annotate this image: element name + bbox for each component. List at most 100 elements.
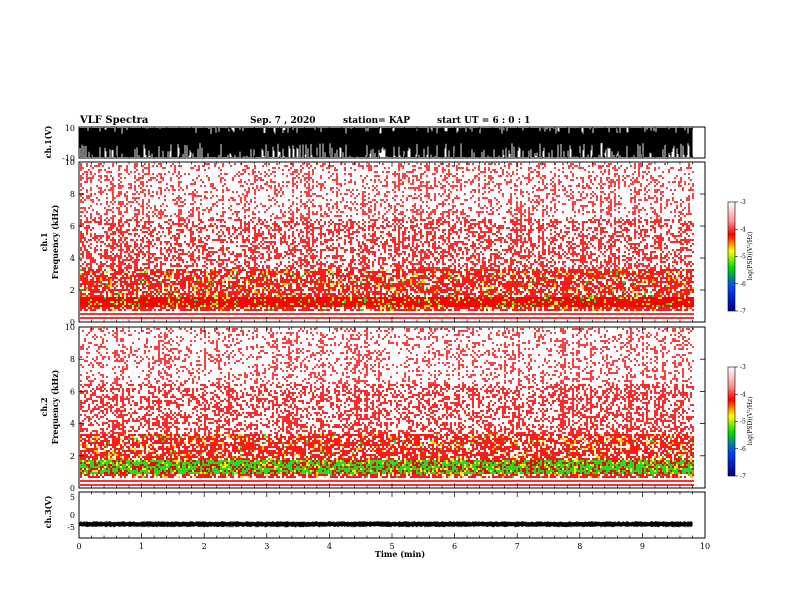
spectrogram-cell [94, 237, 96, 239]
spectrogram-cell [92, 293, 94, 295]
spectrogram-cell [126, 207, 128, 209]
spectrogram-cell [124, 273, 126, 275]
spectrogram-cell [104, 305, 106, 307]
spectrogram-cell [80, 313, 82, 315]
spectrogram-cell [118, 317, 120, 319]
spectrogram-cell [94, 235, 96, 237]
spectrogram-cell [80, 317, 82, 319]
spectrogram-cell [120, 243, 122, 245]
spectrogram-cell [118, 249, 120, 251]
spectrogram-cell [98, 291, 100, 293]
spectrogram-cell [116, 265, 118, 267]
spectrogram-cell [108, 287, 110, 289]
spectrogram-cell [92, 271, 94, 273]
spectrogram-cell [114, 305, 116, 307]
spectrogram-cell [80, 219, 82, 221]
spectrogram-cell [116, 271, 118, 273]
spectrogram-cell [124, 231, 126, 233]
spectrogram-cell [120, 185, 122, 187]
spectrogram-cell [110, 265, 112, 267]
spectrogram-cell [104, 175, 106, 177]
spectrogram-cell [136, 315, 138, 317]
spectrogram-cell [118, 319, 120, 321]
spectrogram-cell [108, 171, 110, 173]
spectrogram-cell [90, 281, 92, 283]
spectrogram-cell [92, 279, 94, 281]
spectrogram-cell [86, 271, 88, 273]
spectrogram-cell [88, 251, 90, 253]
spectrogram-cell [132, 313, 134, 315]
spectrogram-cell [124, 319, 126, 321]
spectrogram-cell [84, 319, 86, 321]
spectrogram-cell [108, 317, 110, 319]
spectrogram-cell [94, 239, 96, 241]
spectrogram-cell [90, 243, 92, 245]
spectrogram-cell [124, 313, 126, 315]
spectrogram-cell [112, 247, 114, 249]
spectrogram-cell [122, 303, 124, 305]
spectrogram-cell [134, 247, 136, 249]
spectrogram-cell [116, 255, 118, 257]
spectrogram-cell [134, 199, 136, 201]
spectrogram-cell [118, 309, 120, 311]
spectrogram-cell [116, 299, 118, 301]
spectrogram-cell [134, 293, 136, 295]
spectrogram-cell [82, 281, 84, 283]
spectrogram-cell [96, 317, 98, 319]
spectrogram-cell [104, 285, 106, 287]
spectrogram-cell [112, 249, 114, 251]
spectrogram-cell [114, 299, 116, 301]
spectrogram-cell [90, 307, 92, 309]
spectrogram-cell [132, 285, 134, 287]
spectrogram-cell [140, 313, 142, 315]
spectrogram-cell [118, 303, 120, 305]
spectrogram-cell [118, 293, 120, 295]
spectrogram-cell [94, 285, 96, 287]
spectrogram-cell [142, 183, 144, 185]
spectrogram-cell [94, 287, 96, 289]
spectrogram-cell [94, 271, 96, 273]
spectrogram-cell [138, 319, 140, 321]
spectrogram-cell [120, 173, 122, 175]
spectrogram-cell [116, 245, 118, 247]
spectrogram-cell [112, 215, 114, 217]
spectrogram-cell [142, 177, 144, 179]
spectrogram-cell [140, 277, 142, 279]
spectrogram-cell [140, 283, 142, 285]
spectrogram-cell [138, 177, 140, 179]
spectrogram-cell [118, 179, 120, 181]
spectrogram-cell [98, 275, 100, 277]
spectrogram-cell [84, 181, 86, 183]
spectrogram-cell [124, 239, 126, 241]
spectrogram-cell [124, 277, 126, 279]
spectrogram-cell [134, 281, 136, 283]
spectrogram-cell [120, 165, 122, 167]
spectrogram-cell [80, 269, 82, 271]
spectrogram-cell [90, 267, 92, 269]
spectrogram-cell [82, 237, 84, 239]
spectrogram-cell [84, 275, 86, 277]
spectrogram-cell [116, 317, 118, 319]
spectrogram-cell [132, 261, 134, 263]
station-label: station= KAP [343, 116, 410, 126]
spectrogram-cell [96, 245, 98, 247]
spectrogram-cell [118, 235, 120, 237]
spectrogram-cell [112, 187, 114, 189]
spectrogram-cell [110, 189, 112, 191]
spectrogram-cell [96, 235, 98, 237]
spectrogram-cell [110, 309, 112, 311]
spectrogram-cell [130, 295, 132, 297]
spectrogram-cell [98, 289, 100, 291]
spectrogram-cell [98, 271, 100, 273]
spectrogram-cell [96, 279, 98, 281]
spectrogram-cell [104, 219, 106, 221]
spectrogram-cell [132, 283, 134, 285]
spectrogram-cell [122, 277, 124, 279]
spectrogram-cell [86, 297, 88, 299]
spectrogram-cell [86, 315, 88, 317]
spectrogram-cell [136, 233, 138, 235]
spectrogram-cell [136, 317, 138, 319]
spectrogram-cell [94, 303, 96, 305]
spectrogram-cell [122, 307, 124, 309]
spectrogram-cell [104, 301, 106, 303]
